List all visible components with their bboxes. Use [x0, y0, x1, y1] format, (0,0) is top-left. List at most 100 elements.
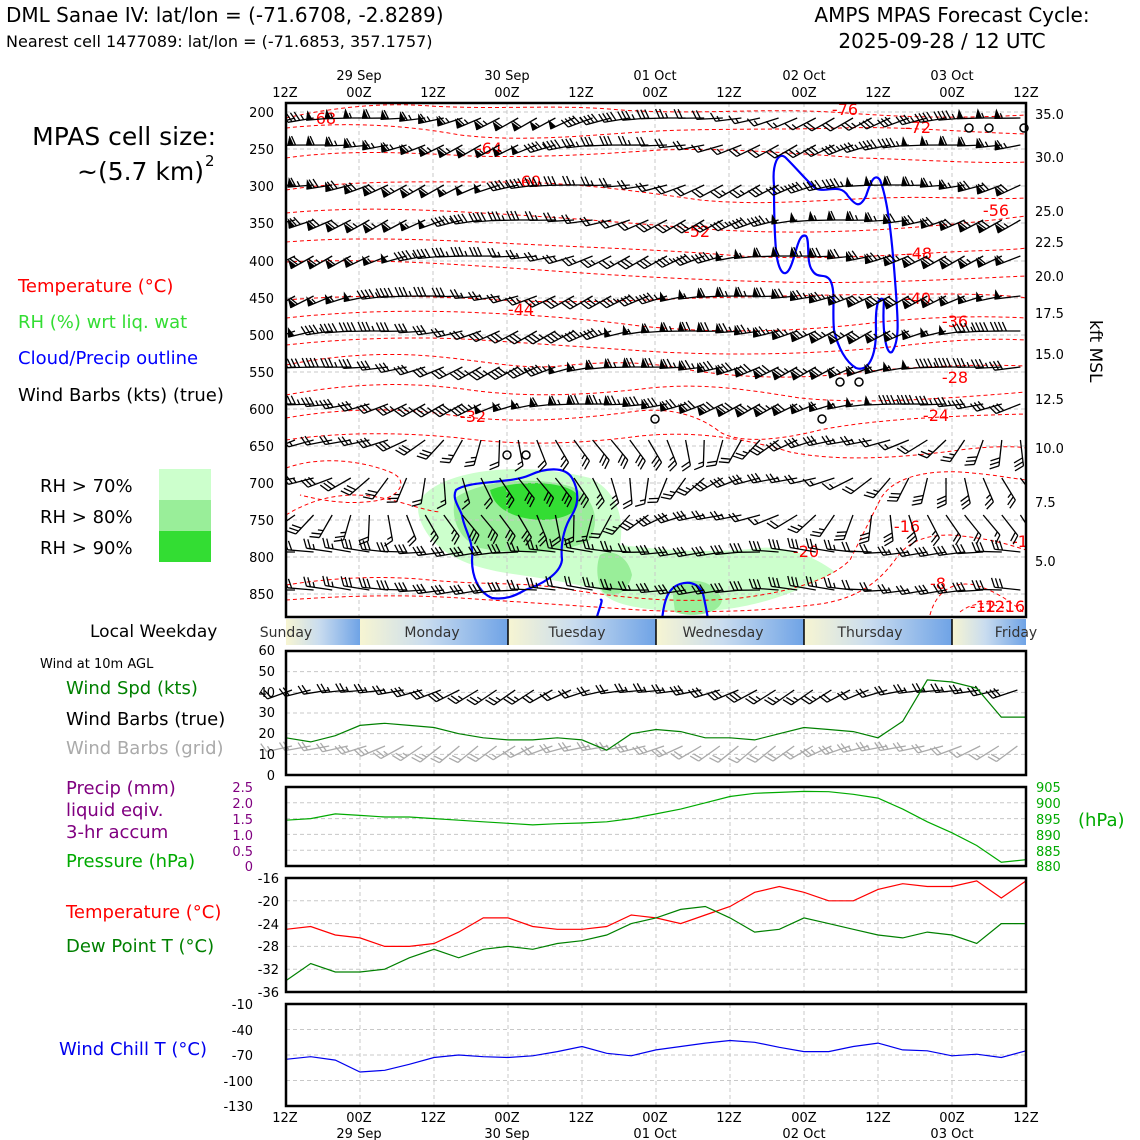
wind-barb: [358, 514, 371, 546]
wind-barb: [709, 112, 742, 122]
temp-label: -32: [460, 407, 486, 426]
wind-barb: [362, 183, 389, 197]
wind-barb: [799, 745, 832, 758]
temp-label: -44: [508, 300, 534, 319]
wind-barb: [672, 140, 705, 151]
temp-label: -12: [979, 597, 1005, 616]
pressure-tick: 200: [249, 106, 274, 121]
legend-rh: RH (%) wrt liq. wat: [18, 312, 187, 333]
calm-circle: [854, 377, 864, 387]
wind-barb: [635, 219, 668, 233]
top-tick-label: 00Z: [494, 86, 520, 101]
wind-barb: [306, 295, 333, 307]
wind-barb: [987, 745, 1018, 763]
wind-barb: [539, 743, 572, 754]
precip-legend-2: liquid eqiv.: [66, 800, 163, 821]
wind-barb: [706, 689, 739, 701]
wind-barb: [746, 472, 779, 484]
wind-barb: [487, 581, 519, 592]
wind-barb: [818, 689, 851, 703]
wind-barb: [542, 139, 575, 151]
wind-barb: [394, 403, 426, 418]
precip-ytick: 0: [245, 860, 253, 875]
wind-barb: [874, 685, 906, 696]
wind-barb: [696, 401, 724, 416]
pressure-tick: 800: [249, 551, 274, 566]
wind-barb: [260, 743, 293, 753]
wind-barb: [765, 184, 798, 196]
wind-barb: [468, 212, 500, 223]
wind-barb: [883, 514, 894, 547]
wind-barb: [901, 214, 928, 227]
wind-barb: [839, 435, 872, 446]
wind-barb: [672, 184, 705, 197]
wind-barb: [287, 295, 314, 309]
wind-barb: [524, 295, 556, 308]
wind-barb: [322, 537, 351, 553]
wind-barb: [906, 514, 918, 547]
wind-barb: [654, 138, 686, 149]
wind-barb: [480, 514, 499, 545]
wind-barb: [447, 689, 479, 705]
wind-barb: [489, 439, 501, 471]
wind-barb: [805, 538, 835, 553]
wind-barb: [576, 514, 594, 543]
wind-barb: [424, 514, 439, 546]
wind-barb: [734, 363, 761, 378]
wind-barb: [305, 135, 333, 146]
wind-ytick: 40: [258, 686, 275, 701]
wind-barb: [971, 541, 1002, 553]
pressure-plot: [285, 790, 1027, 863]
wind-barb: [554, 477, 573, 508]
wind-barb: [901, 175, 928, 187]
temp-label: -76: [832, 100, 858, 119]
wind-barb: [746, 745, 777, 763]
wind-barb: [635, 514, 668, 527]
wind-ytick: 50: [258, 665, 275, 680]
wind-barb: [455, 144, 482, 159]
wind-barb: [287, 177, 314, 188]
wind-barb: [431, 366, 463, 380]
wind-barb: [971, 579, 1002, 591]
wind-barb: [892, 742, 925, 752]
calm-circle: [1019, 123, 1029, 133]
wind-barb: [729, 542, 761, 553]
wind-barb: [765, 473, 798, 484]
wind-barb: [324, 219, 352, 233]
wind-barb: [592, 477, 605, 510]
wind-barb: [300, 435, 333, 446]
temp-ytick: -28: [258, 940, 279, 955]
wind-barb: [765, 117, 798, 129]
weekday-name: Wednesday: [682, 625, 763, 641]
pressure-tick: 850: [249, 588, 274, 603]
wind-barb: [952, 544, 984, 555]
isotherm-labels: -68 -64 -60 -52 -44 -32 -76 -72 -56 -48 …: [310, 100, 1028, 616]
weekday-segment: [952, 619, 1026, 645]
wind-barb: [430, 584, 463, 596]
weekday-bar-label: Local Weekday: [90, 622, 217, 642]
wind-barb: [376, 580, 407, 591]
wind-barb: [836, 689, 869, 701]
temp-ytick: -36: [258, 986, 279, 1001]
wind-barb: [858, 514, 873, 545]
wind-barb: [536, 514, 548, 547]
top-tick-label: 12Z: [420, 86, 446, 101]
wind-barb: [439, 439, 463, 464]
temp-label: -48: [906, 244, 932, 263]
windchill-panel-grid: [286, 1004, 1026, 1106]
wind-barb: [486, 179, 519, 192]
wind-barb: [536, 439, 547, 472]
wind-barb: [882, 330, 910, 343]
pressure-tick: 550: [249, 366, 274, 381]
weekday-name: Monday: [404, 625, 459, 641]
wind-barb: [340, 576, 370, 591]
wind-barb: [286, 514, 315, 535]
calm-circle: [984, 123, 994, 133]
wind-barb: [914, 111, 947, 123]
wind-barb: [748, 540, 779, 553]
calm-circle: [650, 414, 660, 424]
pressure-ytick: 900: [1036, 797, 1061, 812]
wind-barb: [988, 360, 1021, 371]
wind-barb: [467, 291, 500, 302]
wind-barb: [858, 139, 891, 151]
